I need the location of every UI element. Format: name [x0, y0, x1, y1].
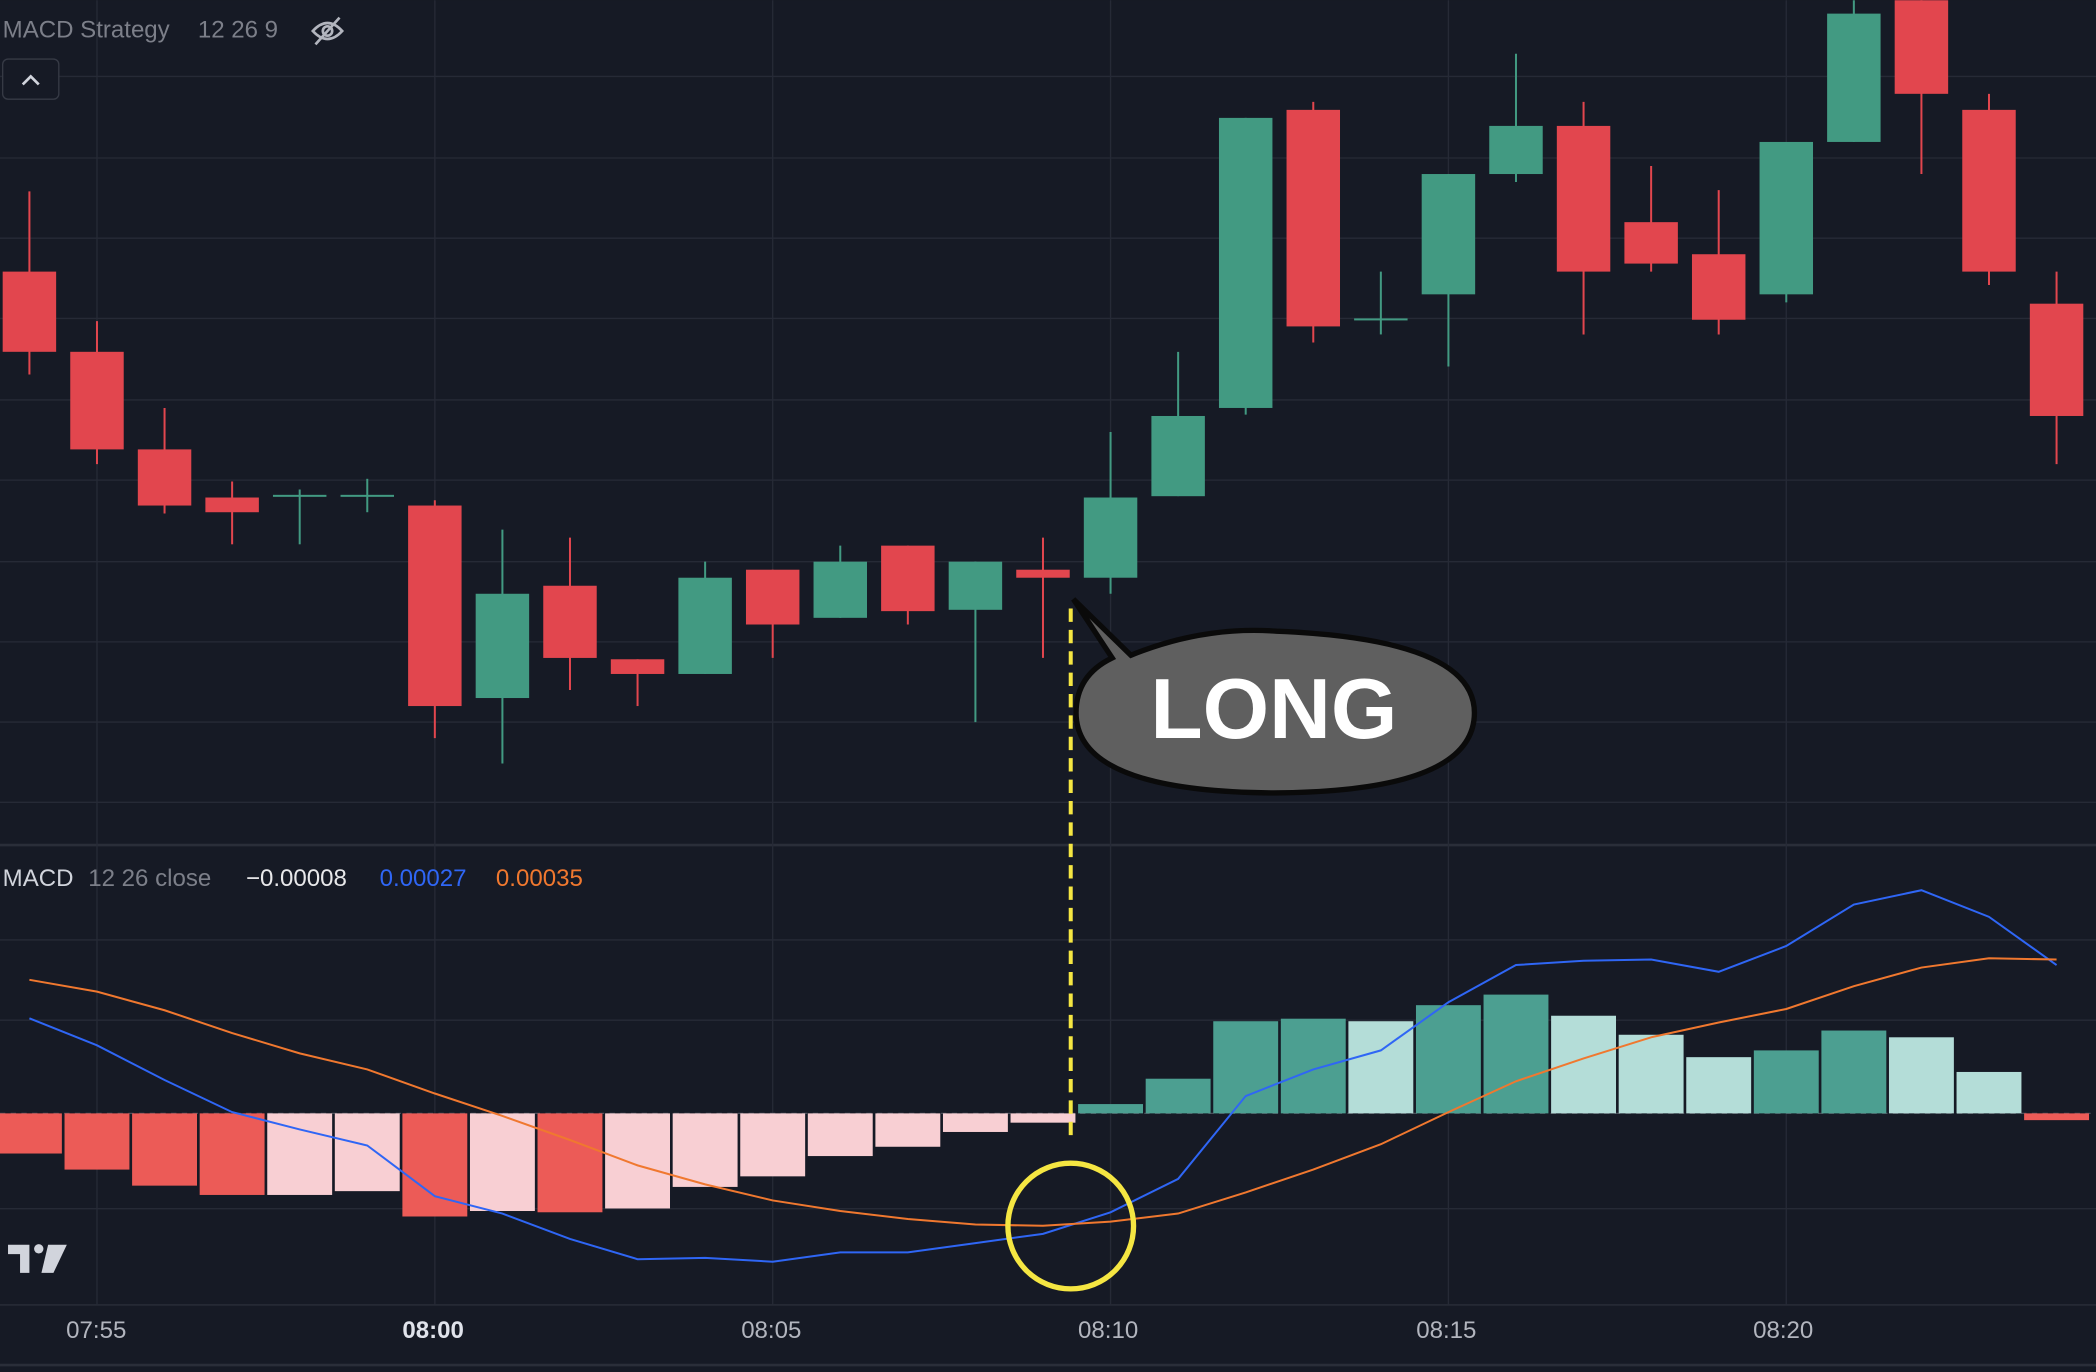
candle-body [272, 494, 327, 497]
candle-body [1354, 318, 1408, 321]
candle-body [205, 497, 259, 513]
legend-value: 0.00035 [496, 865, 583, 892]
candle-body [1759, 141, 1814, 295]
histogram-bar [1280, 1018, 1346, 1114]
histogram-bar [469, 1113, 535, 1212]
candle-body [1016, 569, 1070, 578]
histogram-bar [267, 1113, 333, 1195]
x-tick-label: 08:20 [1753, 1317, 1813, 1344]
histogram-bar [605, 1113, 671, 1209]
candles [2, 0, 2084, 764]
logo [8, 1244, 67, 1273]
histogram-bar [1415, 1005, 1481, 1114]
candle-body [340, 494, 395, 497]
histogram-bar [132, 1113, 198, 1186]
candle-body [1556, 125, 1611, 272]
candle-body [745, 569, 800, 625]
histogram-bar [1821, 1030, 1887, 1114]
histogram-bar [1686, 1057, 1752, 1114]
candle-body [1691, 254, 1746, 320]
macd-params: 12 26 close [88, 865, 211, 892]
x-tick-label: 08:05 [741, 1317, 801, 1344]
x-tick-label: 08:00 [402, 1317, 464, 1344]
annotation-text: LONG [1150, 662, 1397, 757]
histogram-bar [1010, 1113, 1076, 1123]
candle-body [1286, 109, 1341, 327]
candle-body [813, 561, 868, 618]
histogram-bar [1956, 1071, 2022, 1114]
histogram-bar [1753, 1050, 1819, 1114]
macd-line [29, 889, 2058, 1263]
candle-body [70, 351, 124, 450]
candle-body [543, 585, 597, 658]
histogram-bar [64, 1113, 130, 1170]
candle-body [881, 545, 935, 612]
histogram-bar [942, 1113, 1008, 1132]
macd-title: MACD [3, 865, 74, 892]
x-tick-label: 08:10 [1078, 1317, 1138, 1344]
collapse-button[interactable] [2, 58, 60, 100]
candle-body [610, 659, 665, 674]
candle-body [1962, 109, 2016, 272]
histogram-bar [1145, 1078, 1211, 1114]
candle-body [1894, 0, 1949, 94]
histogram-bar [199, 1113, 265, 1195]
strategy-params: 12 26 9 [198, 16, 278, 43]
candle-body [2029, 303, 2084, 416]
legend-value: −0.00008 [246, 865, 347, 892]
histogram-bar [402, 1113, 468, 1217]
histogram-bar [1888, 1037, 1954, 1114]
histogram-bar [0, 1113, 62, 1154]
histogram-bar [1551, 1015, 1617, 1114]
histogram-bar [537, 1113, 603, 1213]
candle-body [1421, 174, 1476, 295]
histogram-bar [1213, 1021, 1279, 1114]
candle-body [137, 449, 192, 506]
candle-body [1489, 125, 1543, 175]
macd-pane [0, 889, 2096, 1263]
x-tick-label: 07:55 [66, 1317, 126, 1344]
histogram-bar [2024, 1113, 2090, 1121]
histogram-bar [740, 1113, 806, 1177]
candle-body [408, 505, 462, 707]
labels: MACD Strategy 12 26 9 MACD 12 26 close −… [2, 16, 1813, 1344]
histogram-bar [1348, 1021, 1414, 1114]
candle-body [1624, 222, 1678, 264]
candle-body [1827, 13, 1881, 142]
candle-body [1218, 117, 1273, 408]
histogram-bar [1483, 994, 1549, 1114]
candle-body [948, 561, 1003, 610]
candle-body [475, 593, 530, 699]
hide-icon[interactable] [310, 16, 345, 46]
macd-line [29, 957, 2057, 1227]
histogram-bar [1618, 1034, 1684, 1114]
annotation: LONG [1005, 597, 1478, 1292]
histogram-bar [672, 1113, 738, 1187]
histogram-bar [875, 1113, 941, 1147]
candle-body [1083, 497, 1138, 578]
strategy-title: MACD Strategy [3, 16, 170, 43]
legend-value: 0.00027 [380, 865, 467, 892]
x-tick-label: 08:15 [1416, 1317, 1476, 1344]
histogram-bar [334, 1113, 400, 1192]
candle-body [678, 577, 732, 674]
candle-body [1151, 415, 1205, 497]
histogram-bar [807, 1113, 873, 1157]
candle-body [2, 271, 57, 352]
histogram-bar [1078, 1104, 1144, 1114]
